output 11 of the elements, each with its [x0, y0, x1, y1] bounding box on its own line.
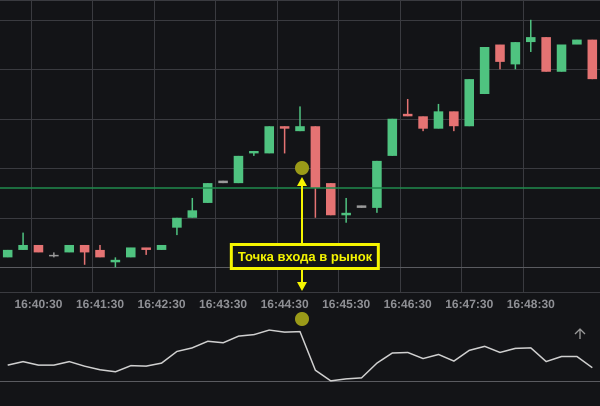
candlestick — [280, 126, 290, 154]
annotation: Точка входа в рынок — [230, 243, 380, 270]
x-tick-label: 16:46:30 — [384, 297, 432, 311]
x-tick-label: 16:44:30 — [260, 297, 309, 311]
x-tick-label: 16:48:30 — [506, 297, 556, 311]
x-tick-label: 16:47:30 — [445, 297, 494, 311]
x-tick-label: 16:42:30 — [138, 297, 186, 311]
x-tick-label: 16:43:30 — [199, 297, 248, 311]
x-tick-label: 16:41:30 — [76, 297, 124, 311]
x-tick-label: 16:45:30 — [322, 297, 370, 311]
x-tick-label: 16:40:30 — [14, 297, 63, 311]
